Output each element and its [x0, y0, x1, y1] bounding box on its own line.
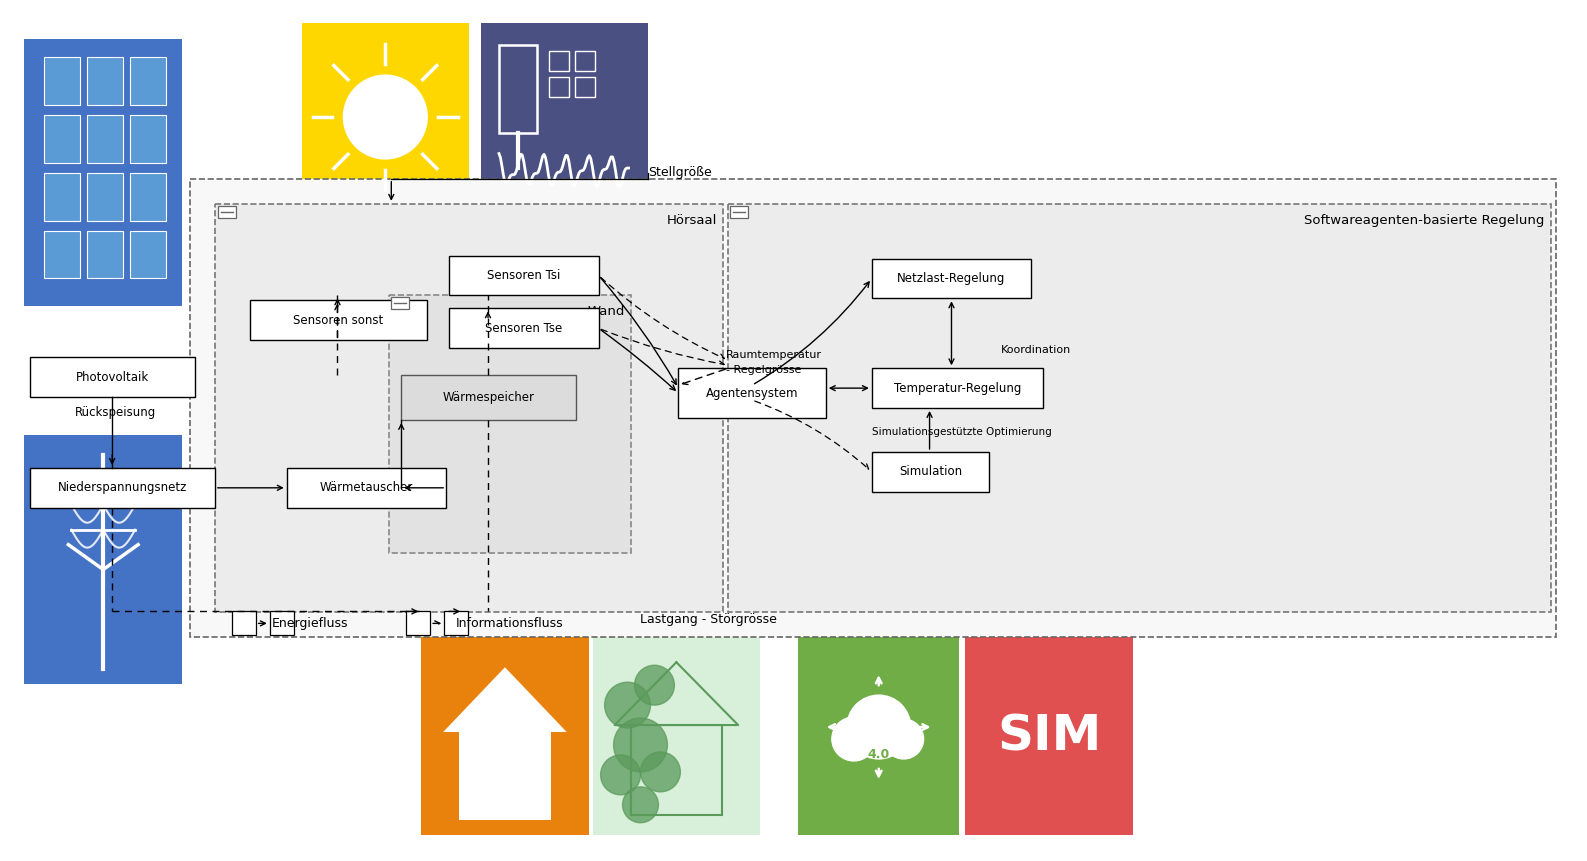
- Bar: [549, 77, 568, 97]
- Bar: [232, 611, 256, 635]
- Bar: [44, 115, 81, 163]
- Bar: [190, 179, 1555, 637]
- Text: Agentensystem: Agentensystem: [706, 387, 798, 400]
- Text: - Regelgrösse: - Regelgrösse: [727, 365, 801, 375]
- Bar: [630, 725, 722, 815]
- Text: Sensoren Tsi: Sensoren Tsi: [487, 269, 560, 282]
- Bar: [459, 732, 551, 820]
- Bar: [130, 57, 167, 105]
- Bar: [421, 637, 589, 834]
- Text: Lastgang - Störgrösse: Lastgang - Störgrösse: [641, 613, 778, 626]
- Text: Energiefluss: Energiefluss: [271, 616, 348, 630]
- Bar: [24, 435, 183, 684]
- Text: Wärmetauscher: Wärmetauscher: [319, 481, 413, 494]
- Bar: [798, 637, 960, 834]
- Bar: [678, 369, 825, 418]
- Text: Wand: Wand: [587, 306, 625, 319]
- Bar: [574, 77, 595, 97]
- Bar: [389, 295, 630, 553]
- Bar: [302, 23, 470, 211]
- Bar: [217, 206, 236, 218]
- Text: Temperatur-Regelung: Temperatur-Regelung: [893, 381, 1020, 394]
- Text: Softwareagenten-basierte Regelung: Softwareagenten-basierte Regelung: [1305, 214, 1544, 226]
- Bar: [87, 173, 124, 220]
- Circle shape: [614, 718, 668, 772]
- Bar: [130, 231, 167, 278]
- Text: Koordination: Koordination: [1001, 345, 1071, 356]
- Bar: [130, 115, 167, 163]
- Circle shape: [343, 75, 427, 159]
- Bar: [730, 206, 747, 218]
- Bar: [444, 611, 468, 635]
- Circle shape: [847, 695, 911, 759]
- Text: Netzlast-Regelung: Netzlast-Regelung: [897, 272, 1006, 285]
- Text: Wärmespeicher: Wärmespeicher: [443, 391, 535, 404]
- Bar: [449, 308, 598, 348]
- Text: Informationsfluss: Informationsfluss: [455, 616, 563, 630]
- Text: Niederspannungsnetz: Niederspannungsnetz: [59, 481, 187, 494]
- Circle shape: [884, 719, 924, 759]
- Bar: [287, 468, 446, 508]
- Text: Stellgröße: Stellgröße: [649, 166, 713, 179]
- Bar: [87, 57, 124, 105]
- Circle shape: [832, 717, 876, 761]
- Bar: [44, 231, 81, 278]
- Bar: [549, 51, 568, 71]
- Bar: [30, 468, 214, 508]
- Bar: [270, 611, 294, 635]
- Bar: [592, 637, 760, 834]
- Text: Simulation: Simulation: [898, 465, 962, 479]
- Bar: [481, 23, 649, 211]
- Bar: [44, 57, 81, 105]
- Bar: [871, 452, 989, 492]
- Text: Simulationsgestützte Optimierung: Simulationsgestützte Optimierung: [871, 427, 1052, 437]
- Polygon shape: [443, 667, 567, 732]
- Bar: [406, 611, 430, 635]
- Text: Sensoren sonst: Sensoren sonst: [294, 314, 384, 327]
- Bar: [965, 637, 1133, 834]
- Bar: [214, 204, 724, 612]
- Bar: [728, 204, 1550, 612]
- Bar: [498, 46, 536, 133]
- Bar: [30, 357, 195, 397]
- Text: Photovoltaik: Photovoltaik: [76, 371, 149, 384]
- Bar: [24, 40, 183, 307]
- Circle shape: [600, 755, 641, 795]
- Circle shape: [635, 666, 674, 705]
- Text: Hörsaal: Hörsaal: [667, 214, 717, 226]
- Bar: [449, 256, 598, 295]
- Text: 4.0: 4.0: [868, 748, 890, 761]
- Bar: [130, 173, 167, 220]
- Bar: [871, 258, 1032, 299]
- Bar: [249, 300, 427, 340]
- Circle shape: [622, 787, 659, 823]
- Bar: [44, 173, 81, 220]
- Bar: [392, 297, 409, 309]
- Circle shape: [605, 682, 651, 728]
- Text: Sensoren Tse: Sensoren Tse: [486, 322, 562, 335]
- Bar: [574, 51, 595, 71]
- Bar: [87, 231, 124, 278]
- Bar: [871, 369, 1043, 408]
- Bar: [87, 115, 124, 163]
- Text: Rückspeisung: Rückspeisung: [75, 406, 156, 418]
- Text: SIM: SIM: [997, 712, 1101, 760]
- Bar: [402, 375, 576, 420]
- Text: Raumtemperatur: Raumtemperatur: [727, 350, 822, 360]
- Circle shape: [641, 752, 681, 792]
